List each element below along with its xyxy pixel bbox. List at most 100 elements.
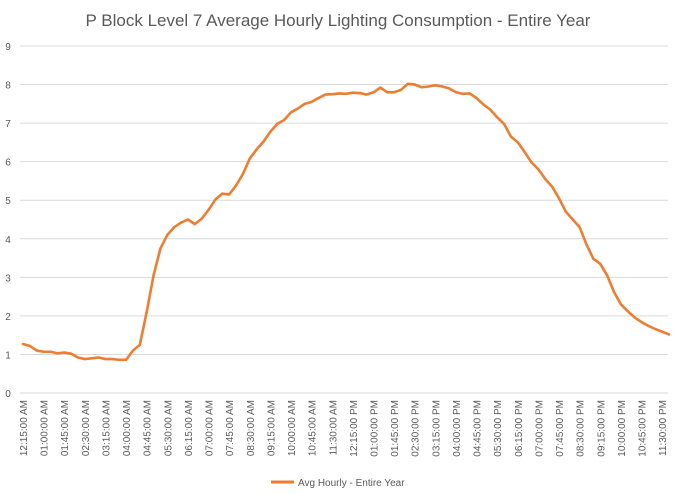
data-point	[557, 197, 561, 200]
y-tick-label: 2	[5, 312, 11, 323]
gridlines	[20, 45, 668, 394]
data-point	[413, 83, 416, 86]
data-point	[386, 91, 389, 94]
x-tick-label: 05:30:00 PM	[493, 400, 504, 457]
data-point	[83, 357, 87, 361]
data-point	[420, 86, 423, 89]
data-point	[592, 257, 595, 261]
data-point	[21, 342, 25, 346]
y-tick-label: 7	[5, 119, 11, 130]
data-point	[234, 184, 238, 187]
x-tick-label: 07:45:00 AM	[225, 400, 236, 456]
data-point	[571, 218, 574, 221]
data-point	[124, 358, 128, 362]
x-tick-label: 10:00:00 AM	[287, 400, 298, 456]
x-tick-label: 09:15:00 AM	[266, 400, 277, 456]
y-tick-label: 0	[5, 389, 11, 400]
data-point	[502, 122, 506, 126]
data-point	[544, 177, 547, 181]
x-tick-label: 02:30:00 AM	[81, 400, 92, 456]
y-tick-label: 5	[5, 196, 11, 207]
data-point	[447, 87, 451, 90]
y-tick-label: 8	[5, 81, 11, 92]
data-point	[344, 92, 348, 96]
x-tick-label: 07:00:00 PM	[534, 400, 545, 457]
data-point	[358, 91, 361, 95]
x-tick-label: 12:15:00 PM	[349, 400, 360, 457]
x-tick-label: 12:15:00 AM	[19, 400, 30, 456]
data-point	[262, 140, 265, 143]
data-point	[434, 84, 437, 87]
data-point	[441, 85, 444, 88]
y-axis-ticks: 0 1 2 3 4 5 6 7 8 9	[5, 42, 11, 400]
data-point	[599, 262, 602, 266]
data-point	[578, 226, 581, 229]
data-point	[427, 85, 430, 88]
data-point	[654, 327, 657, 331]
data-point	[399, 88, 403, 92]
legend-entry: Avg Hourly - Entire Year	[298, 478, 405, 489]
x-tick-label: 07:45:00 PM	[555, 400, 566, 457]
data-point	[28, 344, 32, 348]
data-point	[516, 141, 520, 144]
x-tick-label: 10:00:00 PM	[617, 400, 628, 457]
x-tick-label: 08:30:00 PM	[576, 400, 587, 457]
data-point	[131, 349, 135, 352]
data-point	[372, 91, 375, 94]
data-point	[324, 93, 327, 96]
data-point	[489, 108, 492, 111]
x-tick-label: 01:00:00 PM	[369, 400, 380, 457]
data-point	[331, 92, 334, 96]
data-point	[49, 350, 52, 353]
data-point	[660, 330, 664, 333]
data-point	[138, 343, 142, 347]
data-point	[63, 351, 66, 354]
data-point	[523, 150, 526, 154]
data-point	[303, 102, 306, 106]
data-point	[351, 91, 355, 94]
data-point	[69, 352, 73, 355]
data-point	[379, 86, 382, 89]
data-point	[248, 157, 251, 160]
x-tick-label: 03:15:00 AM	[101, 400, 112, 456]
data-point	[454, 91, 458, 94]
data-point	[585, 243, 588, 246]
x-tick-label: 01:45:00 PM	[390, 400, 401, 457]
data-point	[118, 358, 121, 362]
data-point	[296, 107, 300, 110]
data-point	[90, 357, 93, 360]
x-tick-label: 08:30:00 AM	[246, 400, 257, 456]
x-tick-label: 04:00:00 PM	[452, 400, 463, 457]
series-line-avg-hourly	[21, 82, 671, 362]
x-tick-label: 04:00:00 AM	[122, 400, 133, 456]
data-point	[193, 222, 197, 226]
data-point	[269, 130, 272, 133]
y-tick-label: 3	[5, 273, 11, 284]
x-axis-ticks: 12:15:00 AM 01:00:00 AM 01:45:00 AM 02:30:0…	[19, 400, 669, 457]
chart-title: P Block Level 7 Average Hourly Lighting …	[86, 11, 591, 30]
data-point	[241, 172, 245, 176]
y-tick-label: 1	[5, 350, 11, 361]
x-tick-label: 11:30:00 PM	[658, 400, 669, 456]
data-point	[276, 122, 279, 126]
data-point	[612, 290, 616, 294]
data-point	[640, 320, 643, 324]
data-point	[227, 193, 231, 196]
data-point	[530, 161, 533, 164]
data-point	[56, 352, 59, 355]
data-point	[337, 92, 341, 95]
data-point	[166, 233, 169, 237]
data-point	[564, 210, 568, 213]
x-tick-label: 10:45:00 AM	[308, 400, 319, 456]
data-point	[392, 91, 396, 94]
x-tick-label: 04:45:00 PM	[473, 400, 484, 457]
x-tick-label: 06:15:00 PM	[514, 400, 525, 457]
data-point	[186, 218, 190, 221]
x-tick-label: 01:00:00 AM	[40, 400, 51, 456]
x-tick-label: 07:00:00 AM	[205, 400, 216, 456]
data-point	[550, 185, 554, 188]
data-point	[111, 357, 114, 361]
data-point	[179, 221, 183, 224]
data-point	[495, 116, 499, 119]
data-point	[605, 274, 609, 277]
